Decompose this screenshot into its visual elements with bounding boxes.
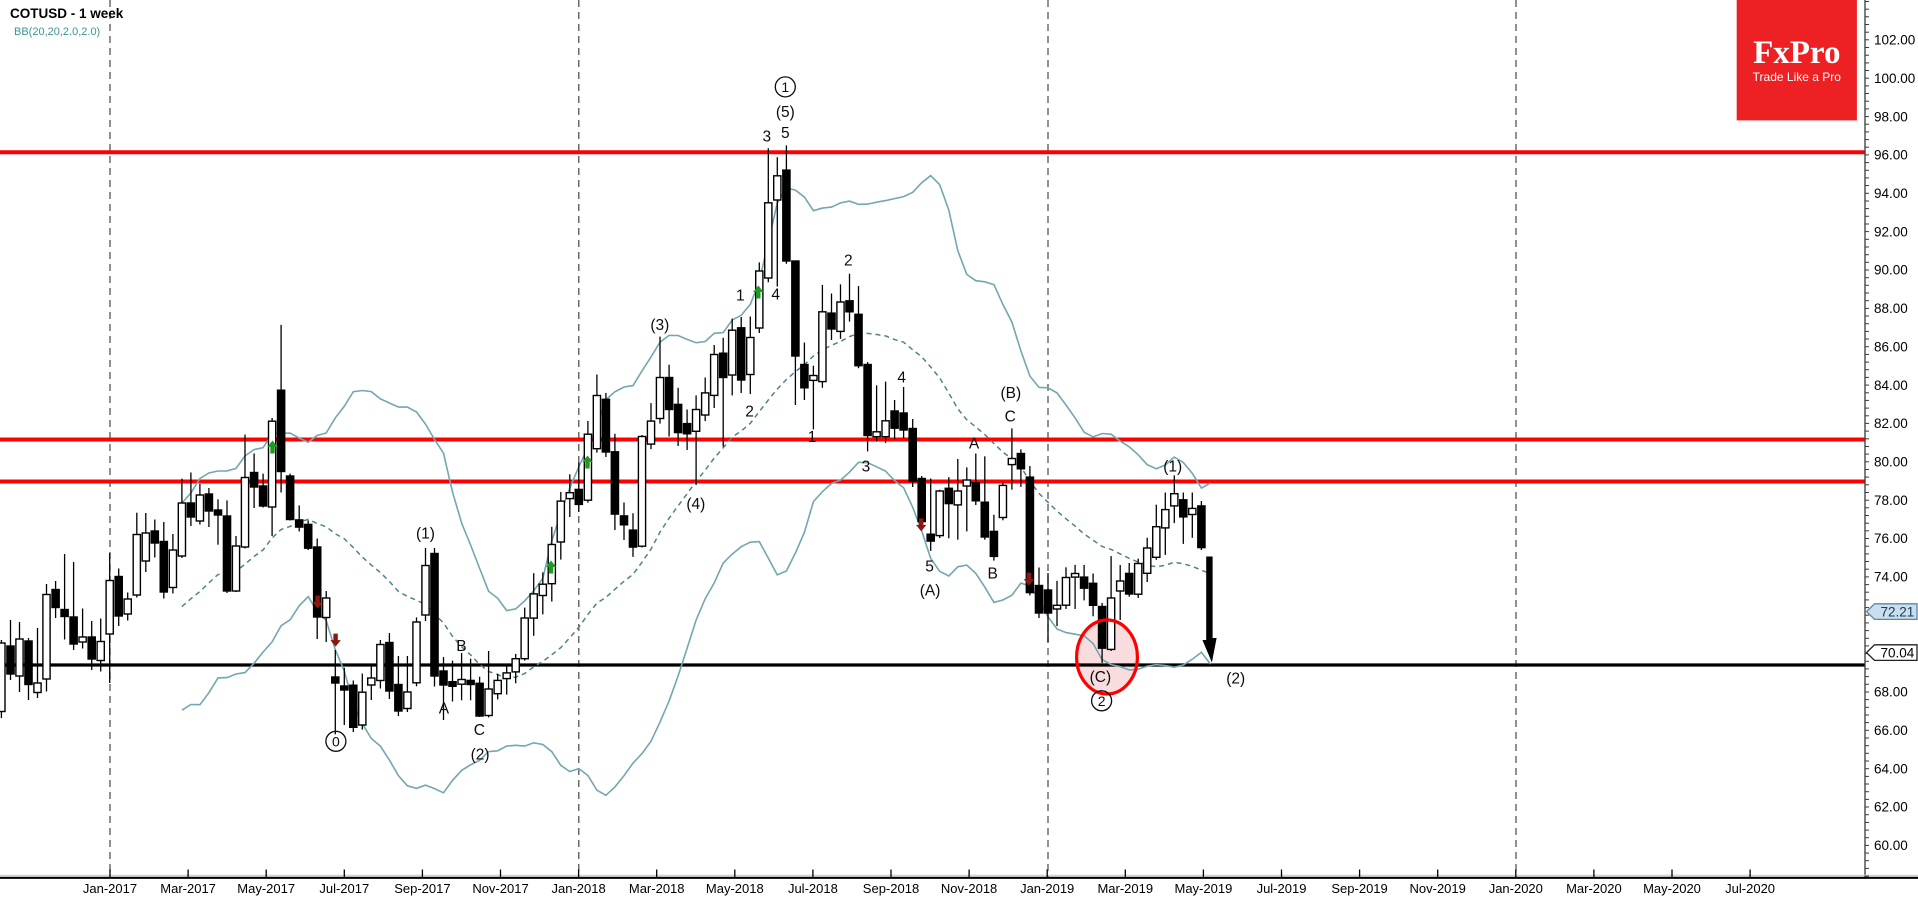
svg-text:82.00: 82.00 xyxy=(1874,416,1908,431)
svg-text:C: C xyxy=(474,722,485,739)
svg-text:3: 3 xyxy=(762,129,771,146)
svg-text:84.00: 84.00 xyxy=(1874,378,1908,393)
svg-text:Mar-2020: Mar-2020 xyxy=(1566,881,1622,896)
svg-text:FxPro: FxPro xyxy=(1753,35,1840,71)
svg-text:(C): (C) xyxy=(1090,669,1112,686)
svg-text:76.00: 76.00 xyxy=(1874,531,1908,546)
svg-text:70.04: 70.04 xyxy=(1881,645,1915,660)
svg-text:BB(20,20,2.0,2.0): BB(20,20,2.0,2.0) xyxy=(14,26,100,38)
svg-text:2: 2 xyxy=(745,404,754,421)
svg-text:68.00: 68.00 xyxy=(1874,685,1908,700)
svg-text:May-2018: May-2018 xyxy=(706,881,764,896)
svg-text:Mar-2017: Mar-2017 xyxy=(160,881,216,896)
svg-text:(2): (2) xyxy=(471,747,490,764)
svg-text:62.00: 62.00 xyxy=(1874,800,1908,815)
svg-text:(1): (1) xyxy=(1163,459,1182,476)
svg-text:Jul-2020: Jul-2020 xyxy=(1725,881,1775,896)
svg-text:90.00: 90.00 xyxy=(1874,263,1908,278)
svg-text:May-2019: May-2019 xyxy=(1174,881,1232,896)
svg-text:4: 4 xyxy=(771,287,780,304)
svg-text:1: 1 xyxy=(808,429,817,446)
svg-text:May-2020: May-2020 xyxy=(1643,881,1701,896)
svg-text:Jul-2017: Jul-2017 xyxy=(319,881,369,896)
svg-text:(5): (5) xyxy=(776,104,795,121)
svg-text:78.00: 78.00 xyxy=(1874,493,1908,508)
svg-text:Mar-2019: Mar-2019 xyxy=(1097,881,1153,896)
svg-text:Mar-2018: Mar-2018 xyxy=(629,881,685,896)
svg-text:Jan-2019: Jan-2019 xyxy=(1020,881,1074,896)
svg-text:B: B xyxy=(988,566,998,583)
svg-text:Nov-2017: Nov-2017 xyxy=(472,881,528,896)
svg-text:100.00: 100.00 xyxy=(1874,71,1915,86)
svg-text:2: 2 xyxy=(1098,693,1106,709)
svg-text:102.00: 102.00 xyxy=(1874,33,1915,48)
svg-text:(2): (2) xyxy=(1226,671,1245,688)
svg-text:60.00: 60.00 xyxy=(1874,838,1908,853)
svg-text:Jul-2018: Jul-2018 xyxy=(788,881,838,896)
svg-text:96.00: 96.00 xyxy=(1874,148,1908,163)
svg-text:Sep-2018: Sep-2018 xyxy=(863,881,919,896)
svg-text:B: B xyxy=(456,638,466,655)
svg-text:(B): (B) xyxy=(1000,385,1021,402)
svg-text:Jan-2017: Jan-2017 xyxy=(83,881,137,896)
svg-text:A: A xyxy=(969,435,980,452)
svg-text:74.00: 74.00 xyxy=(1874,570,1908,585)
svg-text:98.00: 98.00 xyxy=(1874,109,1908,124)
svg-text:80.00: 80.00 xyxy=(1874,455,1908,470)
svg-text:May-2017: May-2017 xyxy=(237,881,295,896)
svg-text:0: 0 xyxy=(332,733,340,749)
svg-text:(A): (A) xyxy=(920,582,941,599)
svg-text:Nov-2018: Nov-2018 xyxy=(941,881,997,896)
svg-text:(3): (3) xyxy=(650,317,669,334)
svg-text:Sep-2019: Sep-2019 xyxy=(1331,881,1387,896)
svg-text:3: 3 xyxy=(862,459,871,476)
svg-text:Sep-2017: Sep-2017 xyxy=(394,881,450,896)
svg-text:C: C xyxy=(1005,408,1016,425)
svg-text:2: 2 xyxy=(844,253,853,270)
svg-text:Nov-2019: Nov-2019 xyxy=(1410,881,1466,896)
svg-text:88.00: 88.00 xyxy=(1874,301,1908,316)
svg-text:(4): (4) xyxy=(686,496,705,513)
svg-text:1: 1 xyxy=(736,288,745,305)
svg-text:94.00: 94.00 xyxy=(1874,186,1908,201)
svg-text:92.00: 92.00 xyxy=(1874,224,1908,239)
svg-text:A: A xyxy=(439,701,450,718)
svg-text:Jan-2018: Jan-2018 xyxy=(551,881,605,896)
svg-text:1: 1 xyxy=(781,79,789,95)
svg-text:Jan-2020: Jan-2020 xyxy=(1489,881,1543,896)
svg-text:4: 4 xyxy=(897,370,906,387)
svg-text:5: 5 xyxy=(781,125,790,142)
svg-text:COTUSD - 1 week: COTUSD - 1 week xyxy=(10,6,124,21)
svg-text:86.00: 86.00 xyxy=(1874,339,1908,354)
svg-text:64.00: 64.00 xyxy=(1874,761,1908,776)
svg-text:Jul-2019: Jul-2019 xyxy=(1257,881,1307,896)
svg-text:Trade Like a Pro: Trade Like a Pro xyxy=(1753,70,1842,84)
svg-text:66.00: 66.00 xyxy=(1874,723,1908,738)
svg-text:5: 5 xyxy=(925,559,934,576)
svg-text:72.21: 72.21 xyxy=(1881,604,1915,619)
svg-text:(1): (1) xyxy=(416,526,435,543)
